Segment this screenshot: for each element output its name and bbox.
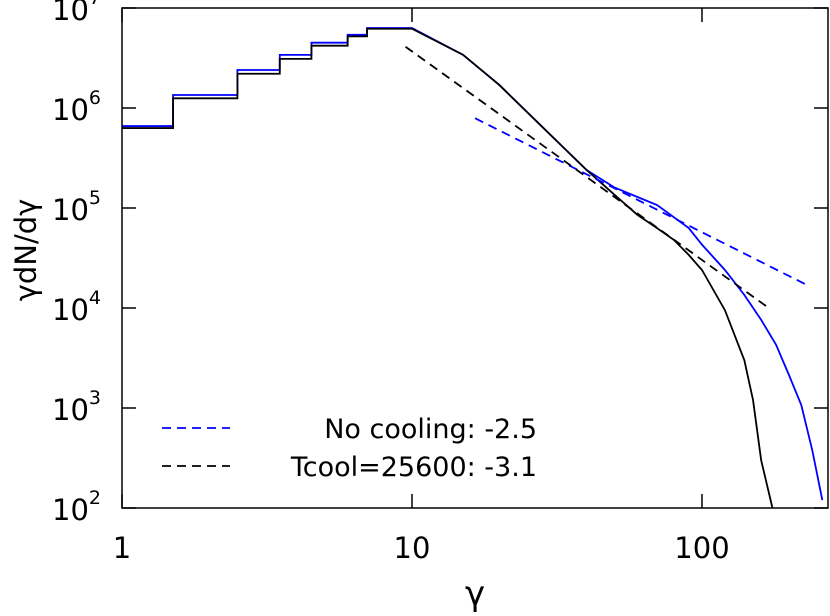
- legend-label: No cooling: -2.5: [324, 414, 537, 445]
- y-tick-exponent: 4: [89, 287, 101, 309]
- y-tick-exponent: 5: [89, 187, 101, 209]
- x-tick-label: 1: [113, 531, 131, 565]
- y-tick-label: 102: [52, 487, 101, 527]
- y-tick-label: 106: [52, 87, 101, 127]
- y-tick-base: 10: [52, 93, 89, 127]
- x-tick-label: 100: [674, 531, 729, 565]
- y-tick-exponent: 6: [89, 87, 101, 109]
- y-tick-label: 105: [52, 187, 101, 227]
- y-tick-label: 103: [52, 387, 101, 427]
- y-tick-base: 10: [52, 393, 89, 427]
- y-axis-label: γdN/dγ: [9, 199, 43, 302]
- y-tick-exponent: 2: [89, 487, 101, 509]
- y-tick-label: 107: [52, 0, 101, 27]
- y-tick-exponent: 3: [89, 387, 101, 409]
- y-tick-base: 10: [52, 0, 89, 27]
- y-tick-base: 10: [52, 493, 89, 527]
- spectrum-line: [122, 27, 774, 508]
- y-tick-label: 104: [52, 287, 101, 327]
- x-axis-label: γ: [465, 574, 485, 614]
- fit-line: [474, 117, 808, 286]
- y-tick-base: 10: [52, 193, 89, 227]
- y-tick-exponent: 7: [89, 0, 101, 9]
- fit-line: [405, 45, 770, 309]
- x-tick-label: 10: [394, 531, 431, 565]
- y-tick-base: 10: [52, 293, 89, 327]
- legend-label: Tcool=25600: -3.1: [290, 452, 537, 483]
- plot-frame: [121, 7, 829, 509]
